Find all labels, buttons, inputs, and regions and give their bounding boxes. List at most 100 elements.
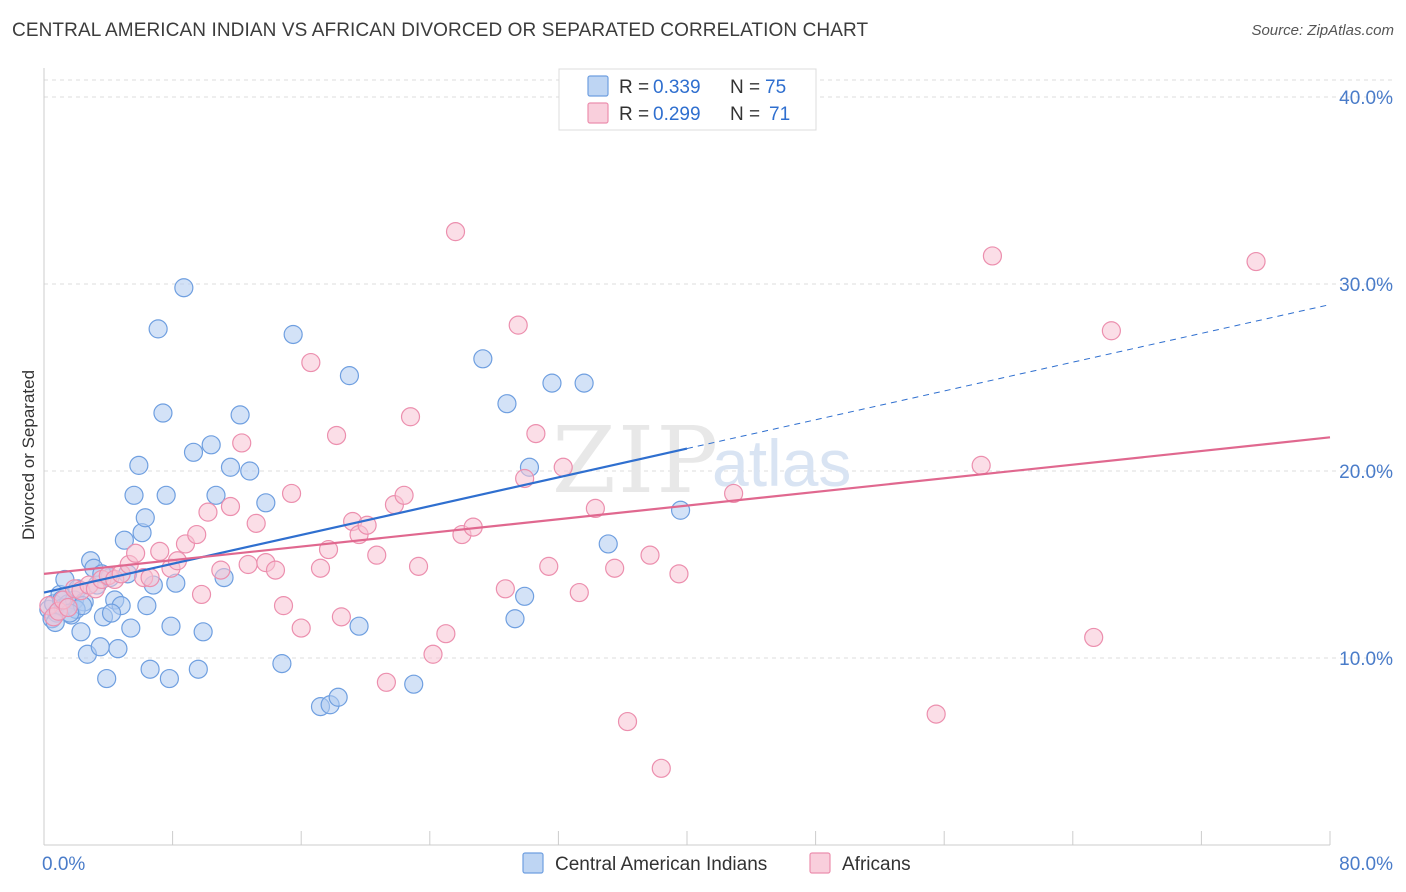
x-tick-label-max: 80.0% (1339, 854, 1393, 875)
point-blue-24 (114, 530, 134, 550)
point-blue-53 (328, 687, 348, 707)
point-blue-62 (542, 373, 562, 393)
legend-bottom-label-blue: Central American Indians (555, 854, 767, 875)
point-pink-63 (640, 545, 660, 565)
point-pink-22 (191, 584, 212, 605)
point-pink-69 (982, 246, 1003, 266)
point-blue-68 (137, 596, 157, 616)
point-pink-32 (281, 483, 302, 504)
point-pink-67 (926, 704, 946, 724)
point-pink-56 (526, 424, 546, 444)
point-blue-49 (272, 654, 292, 674)
point-blue-57 (473, 349, 493, 369)
chart-title: CENTRAL AMERICAN INDIAN VS AFRICAN DIVOR… (12, 20, 869, 41)
point-pink-43 (376, 672, 396, 692)
point-blue-58 (497, 394, 517, 414)
point-pink-53 (495, 579, 515, 599)
point-blue-17 (90, 637, 110, 657)
point-blue-22 (108, 639, 128, 659)
point-pink-38 (331, 607, 351, 627)
legend-n-label-blue: N = (730, 77, 760, 98)
legend-bottom-swatch-pink (809, 852, 831, 874)
y-tick-label-30: 30.0% (1339, 275, 1393, 296)
point-pink-57 (539, 556, 559, 576)
legend-r-value-blue: 0.339 (653, 77, 701, 98)
legend-r-label-pink: R = (619, 104, 649, 125)
point-pink-61 (605, 558, 625, 578)
point-pink-26 (232, 433, 252, 453)
point-blue-38 (174, 278, 194, 298)
y-tick-label-20: 20.0% (1339, 462, 1393, 483)
point-blue-56 (404, 674, 424, 694)
watermark: ZIP atlas (552, 407, 851, 514)
legend-n-label-pink: N = (730, 104, 760, 125)
legend-bottom-label-pink: Africans (842, 854, 911, 875)
point-blue-47 (240, 461, 260, 481)
point-blue-42 (201, 435, 221, 455)
point-blue-64 (598, 534, 618, 554)
point-pink-64 (651, 758, 671, 778)
point-pink-34 (301, 352, 321, 373)
point-blue-45 (220, 457, 241, 477)
point-blue-30 (135, 508, 155, 528)
point-blue-46 (230, 405, 250, 425)
legend-swatch-blue (587, 75, 609, 97)
source-label: Source: ZipAtlas.com (1251, 22, 1394, 39)
y-axis-title: Divorced or Separated (19, 370, 38, 540)
point-pink-62 (617, 711, 638, 732)
point-blue-54 (339, 366, 360, 386)
point-pink-50 (445, 222, 466, 242)
legend-top: R = 0.339 N = 75 R = 0.299 N = 71 (558, 68, 817, 131)
point-pink-37 (326, 425, 347, 446)
point-blue-55 (349, 616, 369, 636)
point-pink-45 (394, 485, 414, 505)
point-blue-41 (193, 622, 213, 642)
point-blue-43 (206, 485, 226, 505)
point-pink-59 (569, 582, 589, 603)
point-blue-26 (121, 618, 141, 638)
x-tick-label-min: 0.0% (42, 854, 85, 875)
legend-bottom: Central American Indians Africans (522, 852, 911, 875)
legend-r-label-blue: R = (619, 77, 649, 98)
point-blue-28 (129, 455, 149, 475)
point-pink-68 (971, 455, 991, 475)
point-pink-21 (187, 524, 207, 545)
axes-layer (43, 68, 1331, 846)
y-tick-label-40: 40.0% (1339, 88, 1393, 109)
point-pink-54 (508, 315, 528, 335)
tick-labels: 10.0% 20.0% 30.0% 40.0% 0.0% 80.0% (42, 88, 1393, 875)
legend-swatch-pink (587, 102, 609, 124)
legend-bottom-swatch-blue (522, 852, 544, 874)
point-blue-65 (670, 500, 691, 520)
point-pink-60 (585, 498, 605, 518)
point-pink-72 (1246, 251, 1266, 272)
point-blue-63 (574, 373, 594, 393)
point-pink-65 (669, 564, 689, 584)
point-pink-31 (273, 596, 294, 616)
point-pink-33 (291, 618, 311, 638)
point-pink-17 (150, 541, 170, 562)
point-pink-24 (211, 560, 231, 580)
point-blue-34 (153, 403, 173, 423)
point-blue-19 (97, 668, 117, 689)
point-blue-27 (124, 485, 144, 505)
point-pink-49 (436, 624, 456, 644)
point-pink-14 (126, 543, 146, 563)
legend-n-value-pink: 71 (769, 104, 790, 125)
trend-line-blue (43, 447, 688, 594)
point-pink-66 (724, 483, 744, 504)
points-layer (39, 222, 1266, 778)
y-tick-label-10: 10.0% (1339, 649, 1393, 670)
point-blue-33 (148, 319, 168, 339)
point-blue-35 (156, 485, 176, 505)
point-pink-71 (1084, 627, 1104, 648)
point-blue-40 (188, 659, 208, 679)
point-pink-48 (423, 644, 443, 664)
point-pink-25 (220, 496, 241, 517)
point-blue-50 (283, 324, 303, 345)
point-blue-67 (101, 603, 122, 623)
point-blue-69 (159, 668, 179, 689)
point-blue-31 (140, 659, 160, 679)
point-pink-47 (408, 556, 429, 576)
point-pink-30 (265, 560, 286, 580)
